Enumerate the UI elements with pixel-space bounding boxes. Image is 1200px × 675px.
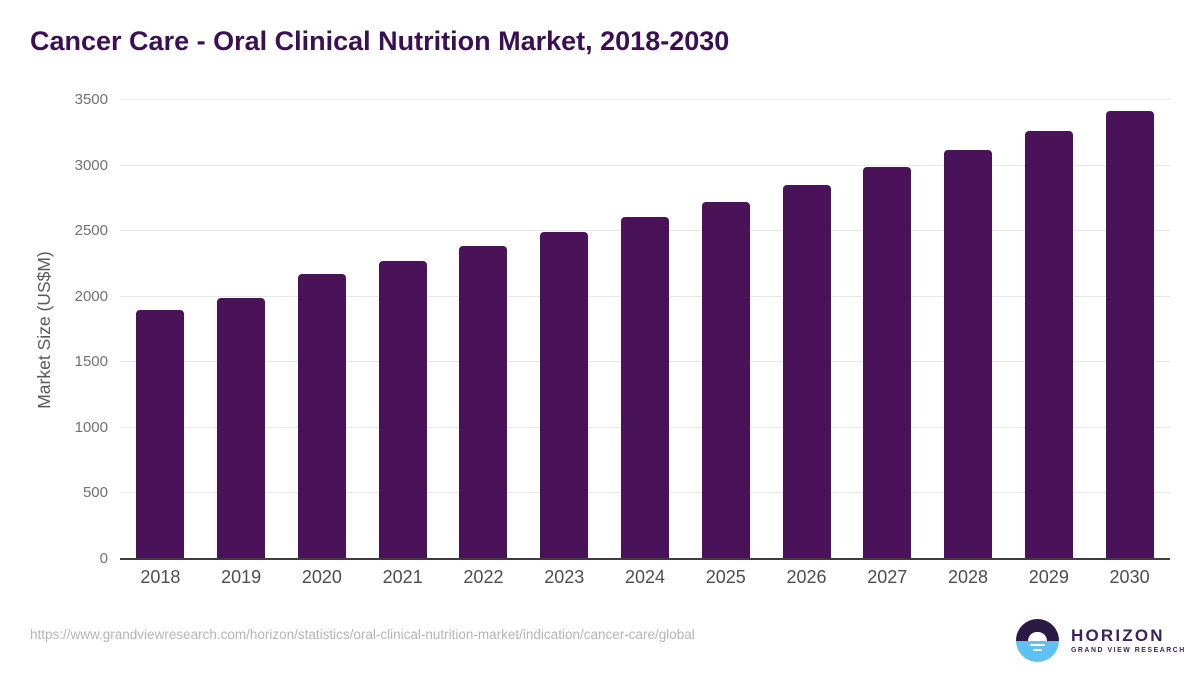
x-tick-label-2028: 2028 xyxy=(948,567,989,587)
logo-sun-dome xyxy=(1028,631,1047,641)
logo-subtitle: GRAND VIEW RESEARCH xyxy=(1071,647,1186,654)
source-url: https://www.grandviewresearch.com/horizo… xyxy=(30,627,695,642)
bar-slot-2030 xyxy=(1089,100,1170,559)
logo-text: HORIZON GRAND VIEW RESEARCH xyxy=(1071,626,1186,655)
chart-title: Cancer Care - Oral Clinical Nutrition Ma… xyxy=(30,26,730,56)
y-tick-label-3000: 3000 xyxy=(74,156,108,174)
plot-area xyxy=(120,99,1170,560)
y-tick-label-2500: 2500 xyxy=(74,222,108,240)
bar-slot-2022 xyxy=(443,100,524,559)
x-tick-label-2030: 2030 xyxy=(1109,567,1150,587)
x-tick-label-2027: 2027 xyxy=(867,567,908,587)
bar-slot-2023 xyxy=(524,100,605,559)
bar-2018 xyxy=(136,309,185,559)
logo-wave-line xyxy=(1033,648,1042,652)
x-tick-label-2026: 2026 xyxy=(786,567,827,587)
bar-slot-2027 xyxy=(847,100,928,559)
y-tick-label-1000: 1000 xyxy=(74,418,108,436)
y-tick-label-2000: 2000 xyxy=(74,287,108,305)
bar-2019 xyxy=(217,298,266,559)
bar-2020 xyxy=(297,273,346,559)
logo-wave-line xyxy=(1030,643,1045,647)
x-tick-label-2024: 2024 xyxy=(624,567,665,587)
bar-2029 xyxy=(1024,130,1073,559)
logo-name: HORIZON xyxy=(1071,626,1165,645)
bar-slot-2026 xyxy=(766,100,847,559)
bar-2021 xyxy=(378,260,427,559)
gridline-3000 xyxy=(120,164,1170,166)
bar-2024 xyxy=(620,216,669,559)
bar-2026 xyxy=(782,184,831,559)
bar-slot-2029 xyxy=(1008,100,1089,559)
bar-2027 xyxy=(863,166,912,559)
bar-slot-2020 xyxy=(282,100,363,559)
bar-slot-2021 xyxy=(362,100,443,559)
y-tick-label-0: 0 xyxy=(99,550,108,567)
logo-sky-half xyxy=(1016,619,1059,641)
x-tick-label-2022: 2022 xyxy=(463,567,504,587)
x-tick-label-2019: 2019 xyxy=(221,567,262,587)
horizon-logo: HORIZON GRAND VIEW RESEARCH xyxy=(1016,619,1186,662)
gridline-3500 xyxy=(120,99,1170,100)
bar-2028 xyxy=(944,149,993,559)
bar-slot-2019 xyxy=(201,100,282,559)
x-tick-label-2029: 2029 xyxy=(1028,567,1069,587)
y-tick-label-1500: 1500 xyxy=(74,353,108,371)
x-tick-label-2018: 2018 xyxy=(140,567,181,587)
bar-2023 xyxy=(540,231,589,559)
bar-slot-2028 xyxy=(928,100,1009,559)
bar-2030 xyxy=(1105,110,1154,559)
x-axis-tick-labels: 2018 2019 2020 2021 2022 2023 2024 2025 2026 2027… xyxy=(120,567,1170,588)
y-tick-label-500: 500 xyxy=(82,484,108,502)
x-tick-label-2025: 2025 xyxy=(705,567,746,587)
y-axis-tick-labels: 0 500 1000 1500 2000 2500 3000 3500 xyxy=(0,92,108,566)
bar-slot-2024 xyxy=(605,100,686,559)
bar-slot-2018 xyxy=(120,100,201,559)
logo-sea-half xyxy=(1016,640,1059,662)
bar-2025 xyxy=(701,201,750,559)
x-tick-label-2020: 2020 xyxy=(301,567,342,587)
x-tick-label-2023: 2023 xyxy=(544,567,585,587)
x-axis-line xyxy=(120,558,1170,560)
bar-2022 xyxy=(459,245,508,559)
y-tick-label-3500: 3500 xyxy=(74,91,108,108)
bar-slot-2025 xyxy=(685,100,766,559)
horizon-sunrise-icon xyxy=(1016,619,1059,662)
x-tick-label-2021: 2021 xyxy=(382,567,423,587)
bar-series xyxy=(120,100,1170,559)
